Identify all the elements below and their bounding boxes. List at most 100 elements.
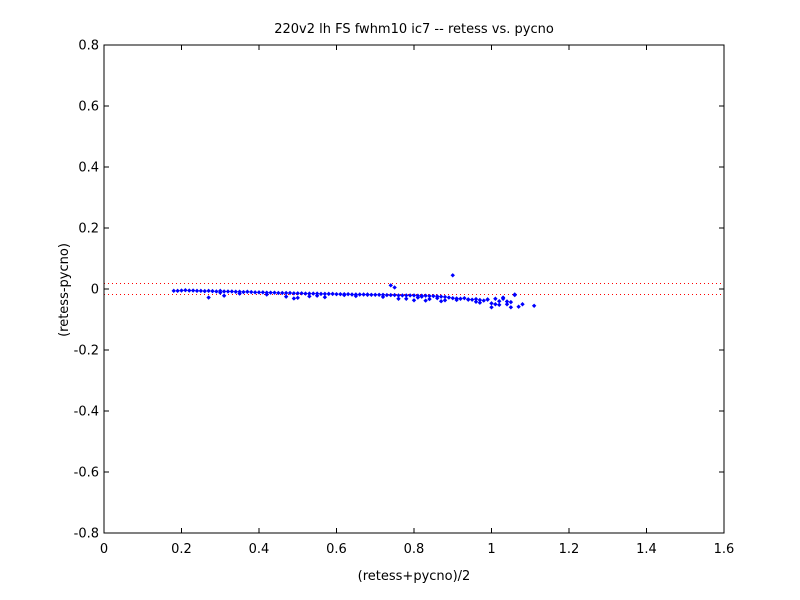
data-point <box>489 305 494 310</box>
data-point <box>419 294 424 299</box>
data-point <box>396 296 401 301</box>
data-point <box>481 298 486 303</box>
data-point <box>411 298 417 303</box>
data-point <box>438 299 444 304</box>
data-point <box>446 295 452 300</box>
data-point <box>210 288 215 294</box>
data-point <box>508 299 514 305</box>
data-point <box>295 295 300 301</box>
data-point <box>322 295 328 300</box>
data-point <box>330 291 335 297</box>
data-point <box>260 290 266 295</box>
data-point <box>256 290 262 295</box>
x-tick-label: 0.8 <box>404 542 425 557</box>
data-point <box>307 294 312 299</box>
data-point <box>198 288 204 294</box>
data-point <box>427 296 432 302</box>
data-point <box>299 291 304 296</box>
data-point <box>373 292 378 297</box>
data-point <box>322 291 328 297</box>
x-tick-label: 0.2 <box>171 542 192 557</box>
data-point <box>392 285 397 290</box>
x-tick-label: 1 <box>487 542 495 557</box>
data-point <box>295 291 300 296</box>
data-point <box>415 295 421 300</box>
data-point <box>531 303 537 308</box>
data-point <box>435 295 440 301</box>
data-point <box>477 297 483 303</box>
data-point <box>318 291 324 297</box>
y-tick-label: 0 <box>91 283 99 298</box>
data-point <box>187 288 192 293</box>
data-point <box>485 297 490 302</box>
data-point <box>497 302 502 308</box>
data-point <box>497 299 502 304</box>
data-point <box>462 295 467 301</box>
data-point <box>303 291 308 296</box>
data-point <box>338 291 343 297</box>
data-point <box>466 297 471 302</box>
data-point <box>396 293 401 298</box>
y-axis-label: (retess-pycno) <box>57 243 72 337</box>
x-tick-label: 1.6 <box>714 542 735 557</box>
y-tick-label: 0.8 <box>78 39 99 54</box>
data-point <box>190 288 196 293</box>
data-point <box>384 292 390 298</box>
data-point <box>264 292 269 297</box>
x-tick-label: 0 <box>100 542 108 557</box>
data-point <box>206 288 211 294</box>
data-point <box>473 299 479 305</box>
y-tick-label: -0.4 <box>74 405 99 420</box>
data-point <box>450 273 455 278</box>
data-point <box>287 290 293 296</box>
data-point <box>404 293 409 298</box>
data-point <box>353 293 359 299</box>
data-point <box>427 293 432 299</box>
data-point <box>245 289 250 294</box>
data-point <box>345 291 351 297</box>
data-point <box>376 292 382 297</box>
data-point <box>404 296 409 301</box>
data-point <box>500 295 506 300</box>
data-point <box>225 289 231 294</box>
data-point <box>252 290 258 295</box>
data-point <box>194 288 200 294</box>
data-point <box>179 288 184 293</box>
data-point <box>361 292 366 297</box>
data-point <box>380 294 386 300</box>
data-point <box>508 305 514 310</box>
data-point <box>357 292 362 297</box>
data-point <box>407 293 413 298</box>
data-point <box>183 288 188 293</box>
x-tick-label: 0.6 <box>326 542 347 557</box>
data-point <box>388 292 393 298</box>
data-point <box>365 292 370 297</box>
y-tick-label: -0.8 <box>74 527 99 542</box>
data-point <box>229 289 235 294</box>
x-axis-label: (retess+pycno)/2 <box>358 569 471 584</box>
data-point <box>283 294 289 299</box>
data-point <box>458 296 463 301</box>
x-tick-label: 1.4 <box>636 542 657 557</box>
data-point <box>411 293 417 298</box>
data-point <box>392 292 397 298</box>
data-point <box>334 291 339 297</box>
data-point <box>283 290 289 296</box>
data-point <box>493 302 498 307</box>
x-tick-label: 0.4 <box>249 542 270 557</box>
data-point <box>454 297 459 303</box>
data-point <box>206 295 211 300</box>
data-point <box>520 302 525 307</box>
data-point <box>291 296 297 301</box>
data-point <box>516 304 521 309</box>
data-point <box>175 288 180 294</box>
data-point <box>202 288 207 294</box>
data-point <box>442 298 448 303</box>
data-point <box>369 292 374 297</box>
y-tick-label: 0.4 <box>78 161 99 176</box>
data-point <box>249 289 254 295</box>
data-point <box>221 293 227 298</box>
data-point <box>504 302 510 307</box>
reference-lines <box>104 283 724 295</box>
